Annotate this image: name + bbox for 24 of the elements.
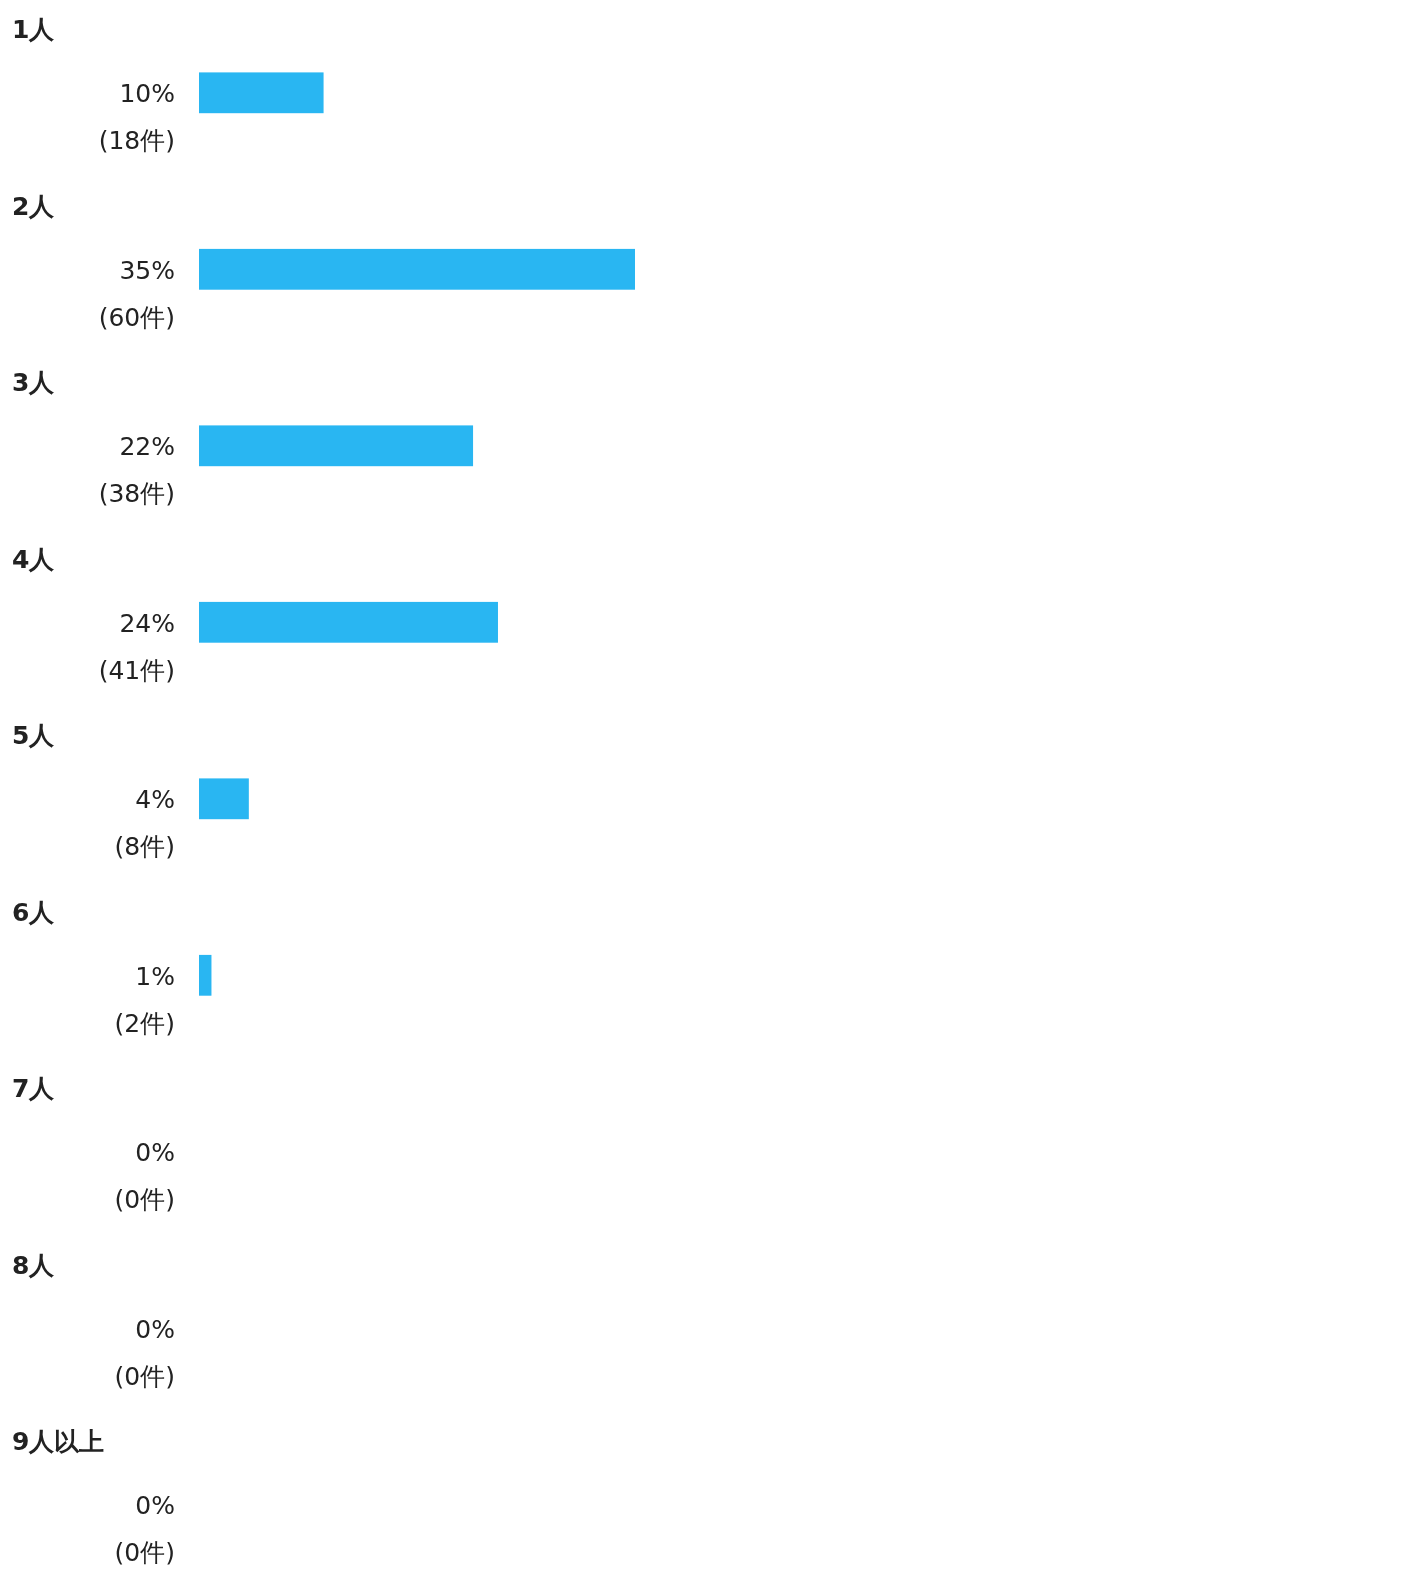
y-tick-label: 2人 [12, 191, 56, 221]
y-tick-label: 9人以上 [12, 1427, 105, 1456]
data-label: 35% (60件) [98, 255, 175, 332]
data-label: 1% (2件) [114, 961, 175, 1038]
y-tick-label: 7人 [12, 1074, 56, 1103]
y-tick-label: 1人 [12, 15, 56, 44]
data-label: 0% (0件) [114, 1314, 175, 1391]
y-tick-label: 3人 [12, 368, 56, 397]
y-tick-label: 6人 [12, 897, 56, 927]
data-label: 4% (8件) [114, 785, 175, 861]
data-label: 0% (0件) [114, 1491, 175, 1567]
y-tick-label: 5人 [12, 721, 56, 750]
bar [199, 778, 249, 820]
data-label: 10% (18件) [98, 79, 175, 155]
data-label: 0% (0件) [114, 1138, 175, 1214]
bar [199, 954, 212, 996]
y-tick-label: 4人 [12, 544, 56, 574]
data-label: 24% (41件) [98, 608, 175, 685]
y-tick-label: 8人 [12, 1250, 56, 1280]
bar [199, 248, 635, 290]
bar [199, 601, 498, 643]
data-label: 22% (38件) [98, 432, 175, 508]
bar [199, 72, 324, 114]
bar [199, 425, 474, 467]
